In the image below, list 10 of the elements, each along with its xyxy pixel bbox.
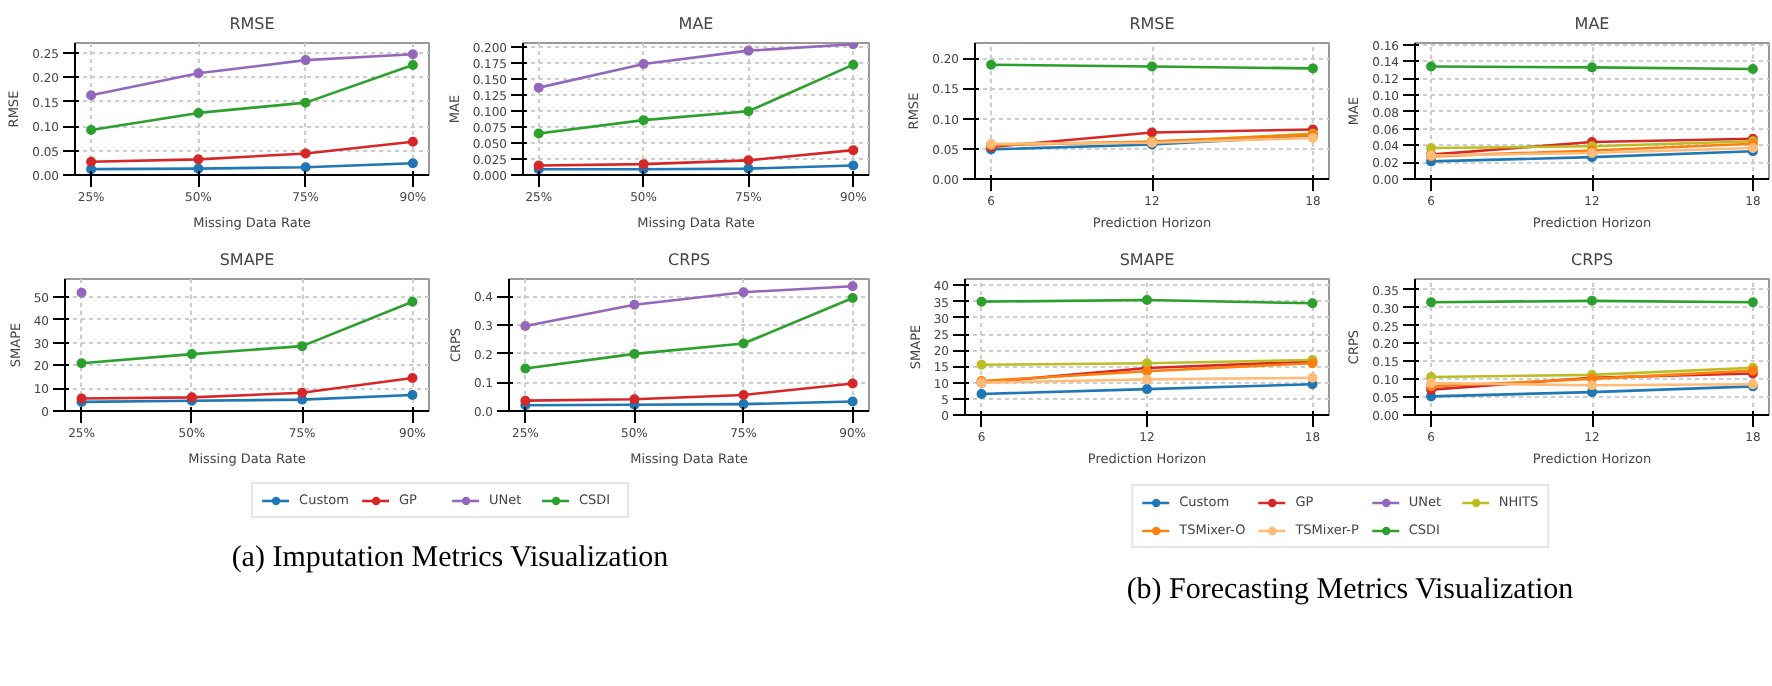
chart-title: MAE	[1574, 15, 1610, 33]
chart-title: SMAPE	[219, 251, 275, 269]
chart-title: CRPS	[667, 251, 711, 269]
chart-title: RMSE	[229, 15, 275, 33]
text: (a) Imputation Metrics Visualization	[231, 540, 669, 578]
text: (b) Forecasting Metrics Visualization	[1126, 572, 1574, 610]
chart-title: CRPS	[1570, 251, 1614, 269]
chart-title: RMSE	[1129, 15, 1175, 33]
chart-title: SMAPE	[1119, 251, 1175, 269]
chart-title: MAE	[678, 15, 714, 33]
